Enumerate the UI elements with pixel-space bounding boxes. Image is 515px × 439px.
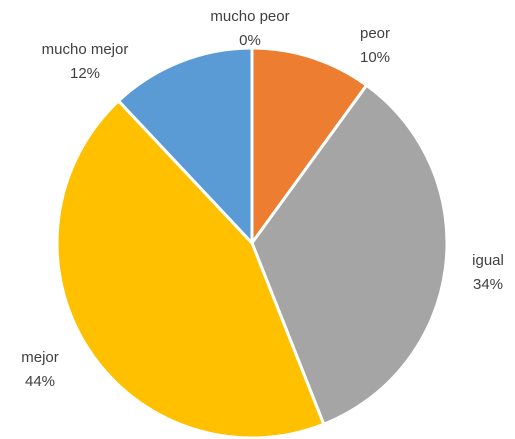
slice-category-label: mucho peor — [210, 8, 289, 25]
slice-value-label: 44% — [25, 373, 55, 390]
pie-slice — [250, 46, 369, 245]
slice-value-label: 10% — [360, 49, 390, 66]
slice-value-label: 0% — [239, 32, 261, 49]
slice-category-label: mejor — [21, 349, 59, 366]
slice-value-label: 34% — [473, 276, 503, 293]
slice-category-label: mucho mejor — [42, 41, 129, 58]
pie-slice — [55, 99, 326, 439]
slice-category-label: peor — [360, 25, 390, 42]
pie-slice — [250, 83, 449, 426]
slice-value-label: 12% — [70, 65, 100, 82]
slice-category-label: igual — [472, 252, 504, 269]
pie-slice — [117, 46, 254, 245]
